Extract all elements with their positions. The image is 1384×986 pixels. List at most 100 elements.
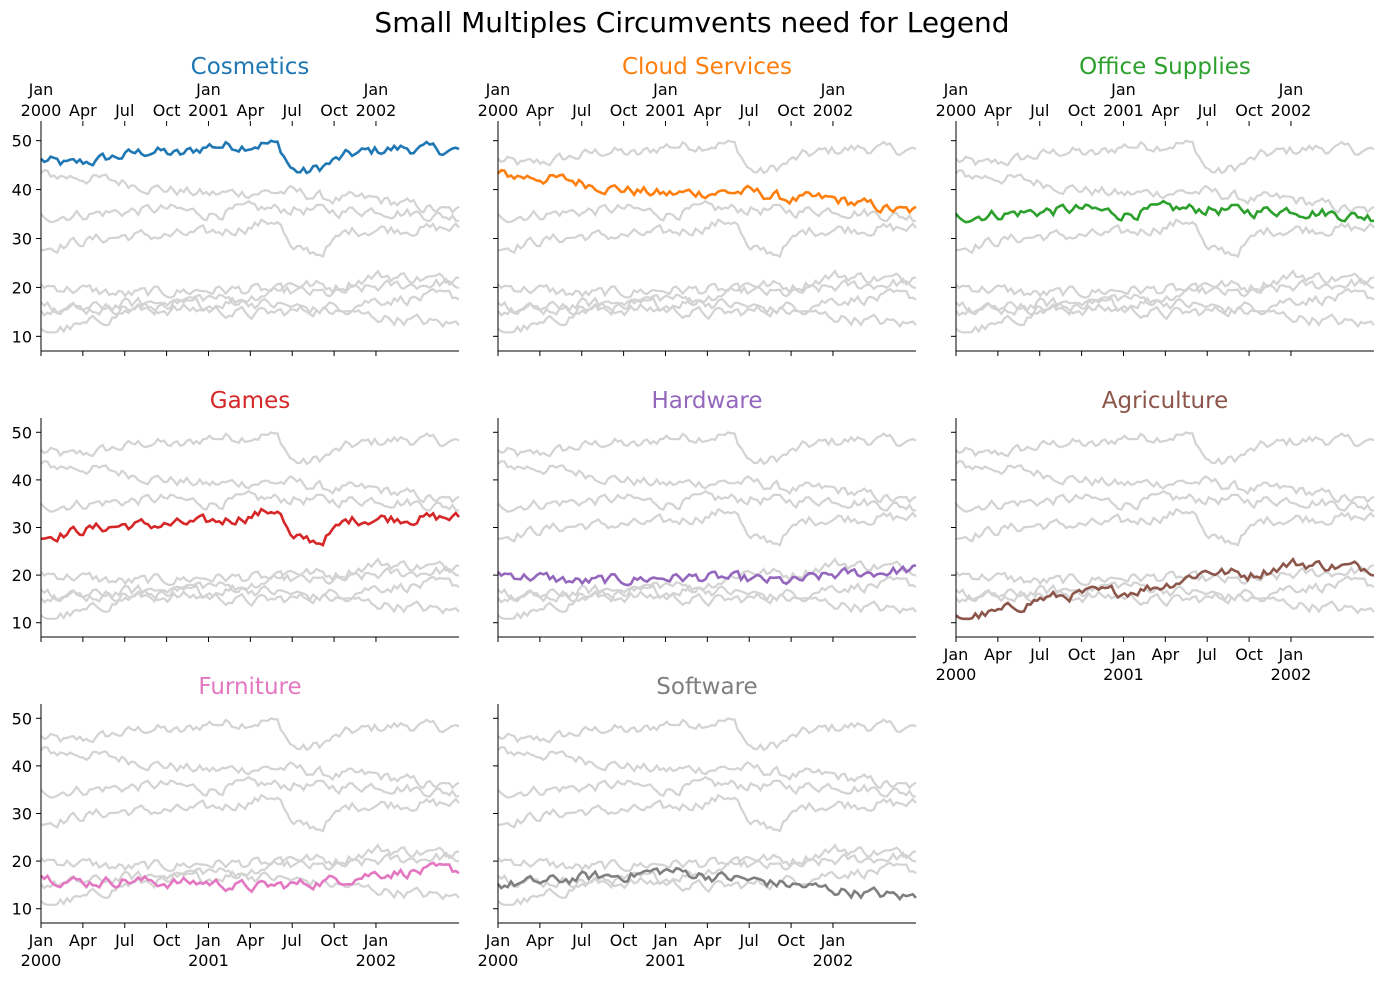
bg-series-line (497, 139, 917, 175)
x-tick-label-year: 2002 (356, 951, 397, 970)
bg-series-line (497, 269, 917, 334)
x-tick-label-year: 2000 (936, 101, 977, 120)
bg-series-line (40, 745, 460, 790)
bg-series-line (955, 431, 1375, 466)
y-tick-label: 20 (12, 278, 32, 297)
x-tick-label-month: Apr (694, 931, 722, 950)
bg-series-line (955, 218, 1375, 259)
bg-series-line (40, 775, 460, 799)
bg-series-line (497, 843, 917, 907)
y-tick-label: 10 (12, 614, 32, 633)
x-tick-label-month: Jan (485, 80, 511, 99)
bg-series-line (955, 293, 1375, 329)
x-tick-label-year: 2002 (356, 101, 397, 120)
x-tick-label-month: Jan (485, 931, 511, 950)
bg-series-line (497, 850, 917, 873)
bg-series-line (955, 507, 1375, 547)
x-tick-label-month: Jan (195, 931, 221, 950)
x-tick-label-month: Jan (943, 80, 969, 99)
x-tick-label-month: Apr (526, 931, 554, 950)
x-tick-label-month: Oct (320, 101, 348, 120)
panel-title-3: Games (210, 388, 290, 414)
bg-series-line (40, 564, 460, 587)
x-tick-label-month: Oct (1235, 101, 1263, 120)
x-tick-label-year: 2002 (813, 101, 854, 120)
bg-series-line (955, 269, 1375, 334)
x-tick-label-year: 2001 (188, 101, 229, 120)
bg-series-line (955, 276, 1375, 299)
bg-series-line (40, 276, 460, 299)
bg-series-line (40, 489, 460, 513)
bg-series-line (497, 717, 917, 752)
x-tick-label-month: Oct (777, 101, 805, 120)
x-tick-label-month: Jan (28, 931, 54, 950)
bg-series-line (40, 557, 460, 621)
x-tick-label-month: Oct (610, 931, 638, 950)
panel-title-2: Office Supplies (1079, 54, 1251, 80)
x-tick-label-month: Oct (1068, 645, 1096, 664)
x-tick-label-month: Oct (610, 101, 638, 120)
bg-series-line (497, 431, 917, 466)
bg-series-line (497, 218, 917, 259)
panel-title-1: Cloud Services (622, 54, 792, 80)
x-tick-label-month: Jan (820, 80, 846, 99)
x-tick-label-month: Jan (1278, 80, 1304, 99)
y-tick-label: 40 (12, 757, 32, 776)
x-tick-label-month: Jul (1197, 645, 1217, 664)
bg-series-line (40, 581, 460, 615)
y-tick-label: 40 (12, 181, 32, 200)
panel-title-0: Cosmetics (191, 54, 310, 80)
x-tick-label-year: 2002 (813, 951, 854, 970)
x-tick-label-month: Apr (69, 931, 97, 950)
series-line-7 (496, 866, 917, 902)
x-tick-label-month: Jan (652, 931, 678, 950)
bg-series-line (497, 507, 917, 547)
x-tick-label-month: Jan (195, 80, 221, 99)
x-tick-label-month: Oct (320, 931, 348, 950)
x-tick-label-month: Apr (69, 101, 97, 120)
x-tick-label-year: 2000 (478, 101, 519, 120)
x-tick-label-month: Oct (1235, 645, 1263, 664)
x-tick-label-month: Jul (282, 931, 302, 950)
y-tick-label: 30 (12, 519, 32, 538)
bg-series-line (955, 459, 1375, 504)
bg-series-line (955, 169, 1375, 214)
x-tick-label-month: Jul (571, 931, 591, 950)
bg-series-line (40, 431, 460, 466)
bg-series-line (40, 459, 460, 504)
bg-series-line (40, 199, 460, 224)
bg-series-line (955, 489, 1375, 513)
x-tick-label-month: Jul (114, 931, 134, 950)
y-tick-label: 50 (12, 423, 32, 442)
bg-series-line (40, 169, 460, 214)
bg-series-line (497, 293, 917, 329)
x-tick-label-year: 2001 (1103, 665, 1144, 684)
bg-series-line (955, 581, 1375, 615)
x-tick-label-month: Apr (237, 931, 265, 950)
x-tick-label-year: 2001 (645, 951, 686, 970)
series-line-6 (40, 861, 460, 894)
panel-title-4: Hardware (651, 388, 762, 414)
x-tick-label-year: 2000 (21, 951, 62, 970)
y-tick-label: 50 (12, 709, 32, 728)
x-tick-label-month: Apr (984, 645, 1012, 664)
x-tick-label-year: 2001 (645, 101, 686, 120)
bg-series-line (497, 793, 917, 833)
series-line-1 (497, 168, 917, 215)
x-tick-label-month: Oct (153, 931, 181, 950)
bg-series-line (497, 276, 917, 299)
x-tick-label-month: Apr (237, 101, 265, 120)
x-tick-label-month: Jan (1110, 80, 1136, 99)
x-tick-label-month: Oct (1068, 101, 1096, 120)
x-tick-label-month: Apr (1152, 101, 1180, 120)
bg-series-line (955, 564, 1375, 587)
bg-series-line (40, 293, 460, 329)
panel-title-7: Software (656, 674, 757, 700)
series-line-4 (497, 564, 917, 587)
bg-series-line (497, 775, 917, 799)
x-tick-label-year: 2001 (188, 951, 229, 970)
x-tick-label-year: 2001 (1103, 101, 1144, 120)
x-tick-label-month: Jan (1110, 645, 1136, 664)
bg-series-line (497, 489, 917, 513)
x-tick-label-year: 2002 (1271, 665, 1312, 684)
